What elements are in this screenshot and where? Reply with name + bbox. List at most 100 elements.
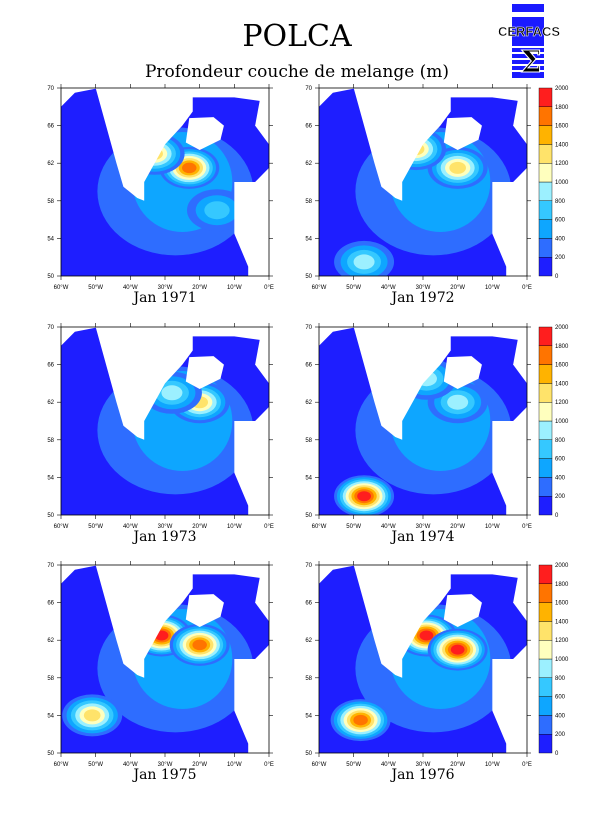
panel: 60°W 50°W 40°W 30°W 20°W 10°W 0°E 50 54 58 62 66 70 J…: [305, 561, 569, 783]
y-tick-label: 50: [47, 274, 54, 280]
contour-level: [192, 639, 207, 651]
x-tick-label: 40°W: [123, 285, 138, 291]
colorbar-label: 800: [555, 438, 566, 444]
norway-land: [513, 565, 527, 622]
iceland-land: [443, 594, 482, 628]
colorbar-label: 1800: [555, 344, 569, 350]
x-tick-label: 10°W: [485, 285, 500, 291]
colorbar-swatch: [538, 715, 553, 735]
contour-level: [161, 385, 183, 401]
colorbar-label: 1200: [555, 161, 569, 167]
colorbar-label: 1800: [555, 105, 569, 111]
europe-land: [234, 167, 269, 276]
x-tick-label: 0°E: [264, 285, 274, 291]
x-tick-label: 60°W: [54, 762, 69, 768]
y-tick-label: 54: [47, 475, 54, 481]
y-tick-label: 50: [305, 751, 312, 757]
colorbar-swatch: [538, 583, 553, 603]
greenland-land: [336, 88, 451, 201]
mixed-layer-field: [319, 565, 527, 753]
x-tick-label: 60°W: [54, 524, 69, 530]
panel-grid: 60°W 50°W 40°W 30°W 20°W 10°W 0°E 50 54 58 62 66 70 J…: [47, 84, 569, 783]
contour-level: [83, 709, 101, 722]
contour-level: [353, 714, 368, 726]
contour-level: [204, 201, 230, 220]
x-tick-label: 50°W: [88, 285, 103, 291]
iceland-land: [185, 594, 224, 628]
x-tick-label: 50°W: [346, 762, 361, 768]
colorbar: 0 200 400 600 800 1000 1200 1400 1600 1800 2000: [538, 86, 569, 280]
colorbar-label: 200: [555, 732, 566, 738]
colorbar-swatch: [538, 87, 553, 107]
mixed-layer-field: [61, 565, 269, 753]
y-tick-label: 66: [47, 601, 54, 607]
colorbar-label: 2000: [555, 86, 569, 92]
colorbar-label: 1400: [555, 142, 569, 148]
colorbar-swatch: [538, 564, 553, 584]
y-tick-label: 54: [305, 713, 312, 719]
x-tick-label: 20°W: [192, 762, 207, 768]
colorbar-swatch: [538, 125, 553, 145]
colorbar-swatch: [538, 496, 553, 516]
mixed-layer-field: [319, 327, 527, 515]
colorbar-swatch: [538, 200, 553, 220]
colorbar-label: 1000: [555, 180, 569, 186]
x-tick-label: 40°W: [381, 762, 396, 768]
y-tick-label: 58: [47, 676, 54, 682]
colorbar-label: 400: [555, 713, 566, 719]
y-tick-label: 62: [305, 400, 312, 406]
norway-land: [513, 88, 527, 145]
colorbar-label: 1400: [555, 381, 569, 387]
y-tick-label: 50: [47, 751, 54, 757]
colorbar-label: 800: [555, 676, 566, 682]
logo-stripe: [496, 12, 562, 17]
x-tick-label: 30°W: [158, 285, 173, 291]
x-tick-label: 10°W: [485, 524, 500, 530]
logo-stripe: [496, 46, 562, 48]
x-tick-label: 50°W: [88, 762, 103, 768]
y-tick-label: 54: [47, 713, 54, 719]
europe-land: [492, 406, 527, 515]
colorbar-label: 400: [555, 236, 566, 242]
y-tick-label: 66: [47, 124, 54, 130]
x-tick-label: 20°W: [450, 524, 465, 530]
y-tick-label: 70: [305, 325, 312, 331]
colorbar-label: 0: [555, 751, 559, 757]
colorbar-swatch: [538, 621, 553, 641]
colorbar-swatch: [538, 162, 553, 183]
colorbar-label: 200: [555, 494, 566, 500]
y-tick-label: 66: [47, 363, 54, 369]
colorbar-label: 2000: [555, 325, 569, 331]
greenland-land: [78, 565, 193, 678]
panel: 60°W 50°W 40°W 30°W 20°W 10°W 0°E 50 54 58 62 66 70 J…: [47, 323, 274, 545]
greenland-land: [78, 88, 193, 201]
colorbar-label: 1000: [555, 419, 569, 425]
colorbar-label: 600: [555, 695, 566, 701]
colorbar-swatch: [538, 345, 553, 365]
colorbar-swatch: [538, 602, 553, 622]
y-tick-label: 54: [305, 236, 312, 242]
x-tick-label: 40°W: [123, 524, 138, 530]
y-tick-label: 58: [47, 199, 54, 205]
europe-land: [234, 644, 269, 753]
y-tick-label: 70: [305, 86, 312, 92]
y-tick-label: 66: [305, 363, 312, 369]
norway-land: [255, 88, 269, 145]
x-tick-label: 30°W: [158, 762, 173, 768]
logo-sigma: Σ: [520, 45, 541, 80]
colorbar-label: 1600: [555, 601, 569, 607]
mixed-layer-field: [61, 88, 269, 276]
contour-level: [357, 491, 371, 502]
colorbar-swatch: [538, 477, 553, 497]
panel-label: Jan 1972: [389, 290, 454, 306]
norway-land: [255, 565, 269, 622]
colorbar-swatch: [538, 420, 553, 440]
logo-stripe: [496, 70, 562, 72]
iceland-land: [185, 356, 224, 390]
colorbar-label: 600: [555, 218, 566, 224]
y-tick-label: 70: [305, 563, 312, 569]
contour-level: [353, 254, 375, 270]
x-tick-label: 20°W: [192, 524, 207, 530]
panel: 60°W 50°W 40°W 30°W 20°W 10°W 0°E 50 54 58 62 66 70 J…: [47, 561, 274, 783]
